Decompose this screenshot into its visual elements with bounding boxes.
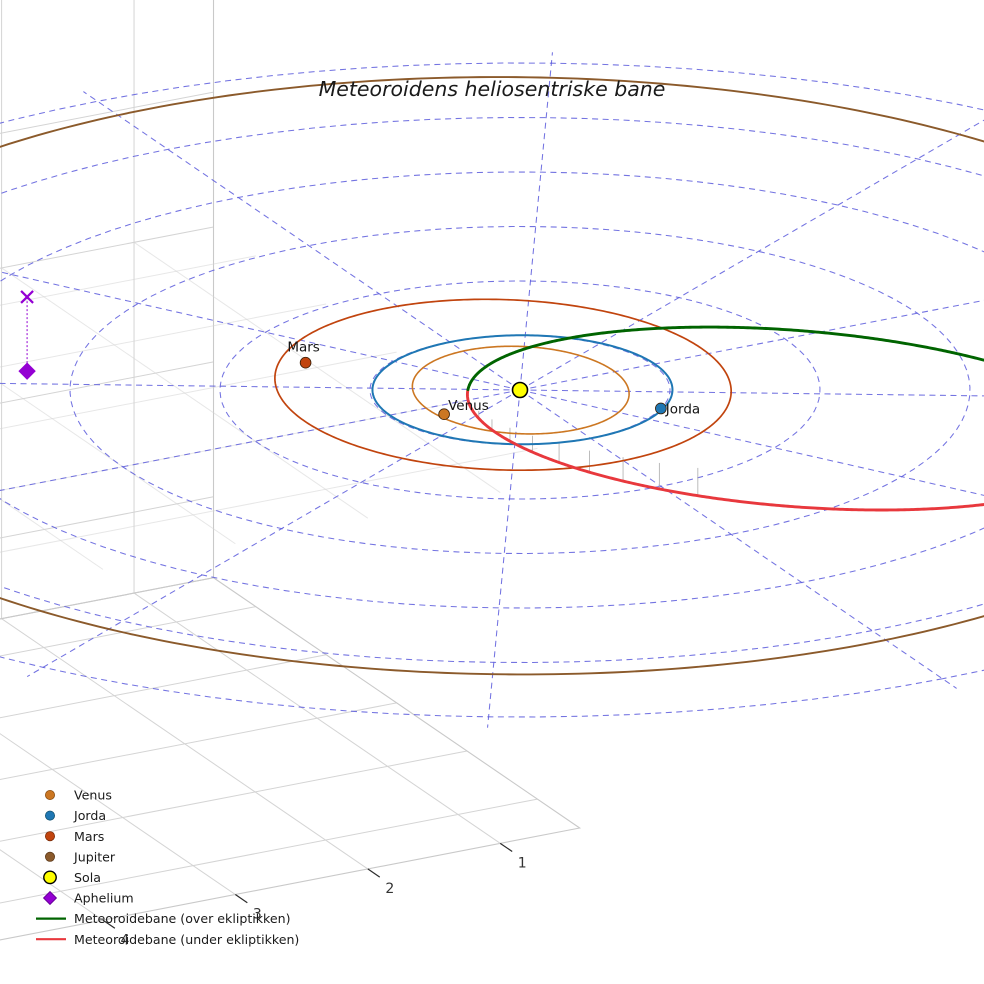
meteoroid-below-ecliptic [465, 388, 984, 512]
axis-ticks: −2−1012−3−2−10112345 [102, 842, 527, 948]
legend-label: Aphelium [74, 891, 134, 906]
meteoroid-above-ecliptic [468, 325, 984, 387]
body-label-jorda: Jorda [665, 402, 700, 418]
orbit-mars [274, 298, 733, 472]
y-tick-mark [235, 894, 248, 904]
polar-circle-r5 [0, 116, 984, 664]
body-markers [18, 290, 667, 420]
legend-label: Jorda [73, 808, 106, 823]
y-tick-label: 2 [385, 881, 394, 897]
marker-mars [299, 356, 312, 369]
y-tick-mark [499, 842, 513, 853]
y-tick-label: 4 [120, 932, 129, 948]
legend-item-venus[interactable]: Venus [45, 788, 112, 803]
polar-spoke-4 [0, 382, 521, 391]
polar-spoke-8 [519, 119, 984, 391]
marker-venus [438, 408, 450, 420]
legend-item-mars[interactable]: Mars [45, 829, 104, 844]
legend-item-jupiter[interactable]: Jupiter [45, 849, 116, 864]
polar-spoke-6 [83, 91, 521, 391]
legend-label: Meteoroidebane (under ekliptikken) [74, 932, 299, 947]
polar-grid [0, 52, 984, 728]
polar-spoke-1 [487, 389, 521, 728]
legend-label: Jupiter [73, 849, 116, 864]
orbit-jorda [371, 334, 674, 446]
legend-item-meteoroidebane[interactable]: Meteoroidebane (under ekliptikken) [36, 932, 299, 947]
polar-spoke-9 [519, 299, 984, 391]
y-tick-label: 3 [253, 907, 262, 923]
polar-spoke-11 [519, 389, 984, 496]
orbit-venus [411, 345, 630, 435]
y-tick-mark [367, 868, 381, 878]
orbit-jupiter [0, 76, 984, 676]
legend-label: Mars [74, 829, 104, 844]
body-label-layer: Mars Venus Jorda [287, 340, 700, 418]
polar-spoke-3 [0, 389, 521, 492]
legend-marker-venus-icon [45, 790, 56, 801]
legend-label: Sola [74, 870, 101, 885]
polar-spoke-5 [0, 271, 521, 391]
legend-marker-jorda-icon [45, 810, 56, 821]
legend-item-sola[interactable]: Sola [43, 870, 101, 885]
body-label-venus: Venus [448, 398, 489, 414]
legend-item-aphelium[interactable]: Aphelium [42, 890, 134, 906]
page-title: Meteoroidens heliosentriske bane [319, 77, 666, 101]
aphelium-projection-icon [20, 290, 34, 304]
y-tick-mark [102, 919, 116, 929]
legend-label: Meteoroidebane (over ekliptikken) [74, 911, 291, 926]
polar-spoke-7 [519, 52, 553, 391]
marker-jorda [655, 402, 667, 415]
marker-aphelium [18, 362, 36, 380]
legend-item-jorda[interactable]: Jorda [45, 808, 106, 823]
legend-label: Venus [74, 788, 112, 803]
legend-marker-aphelium-icon [42, 890, 58, 906]
meteoroid-orbit [465, 325, 984, 512]
meteoroid-above-ecliptic [466, 383, 471, 392]
polar-spoke-0 [519, 389, 957, 689]
legend-marker-mars-icon [45, 831, 56, 842]
planet-orbits [0, 76, 984, 676]
legend-item-meteoroidebane[interactable]: Meteoroidebane (over ekliptikken) [36, 911, 291, 926]
body-label-mars: Mars [287, 340, 320, 356]
marker-sola [511, 381, 529, 399]
legend[interactable]: Venus Jorda Mars Jupiter Sola Aphelium Meteoro… [36, 788, 299, 947]
y-tick-label: 1 [518, 856, 527, 872]
legend-marker-sola-icon [43, 870, 57, 885]
legend-marker-jupiter-icon [45, 851, 56, 862]
